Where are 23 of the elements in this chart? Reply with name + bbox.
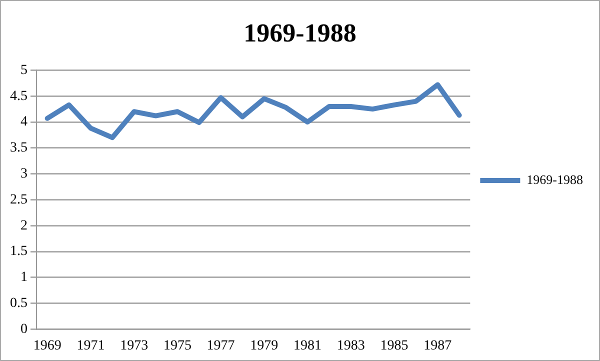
y-tick-label: 0 — [20, 322, 28, 337]
y-tick-label: 0.5 — [10, 296, 28, 311]
y-tick-label: 5 — [20, 62, 28, 78]
y-tick-label: 3.5 — [10, 140, 28, 156]
x-tick-label: 1975 — [163, 338, 192, 354]
x-tick-label: 1971 — [76, 338, 105, 354]
x-tick-label: 1981 — [294, 338, 322, 354]
x-tick-label: 1985 — [380, 338, 408, 354]
y-tick-label: 1 — [20, 270, 28, 286]
x-tick-label: 1987 — [424, 338, 452, 354]
x-tick-label: 1979 — [250, 338, 278, 354]
y-tick-label: 2 — [20, 218, 28, 234]
y-tick-label: 2.5 — [10, 192, 28, 208]
x-tick-label: 1973 — [120, 338, 148, 354]
y-tick-label: 4.5 — [10, 88, 28, 104]
x-tick-label: 1977 — [206, 338, 235, 354]
y-tick-label: 1.5 — [10, 244, 28, 260]
x-tick-label: 1983 — [336, 338, 365, 354]
y-tick-label: 3 — [20, 166, 28, 182]
chart-title: 1969-1988 — [244, 18, 356, 48]
x-tick-label: 1969 — [33, 338, 62, 354]
y-tick-label: 4 — [20, 114, 28, 130]
legend-label: 1969-1988 — [526, 172, 584, 187]
